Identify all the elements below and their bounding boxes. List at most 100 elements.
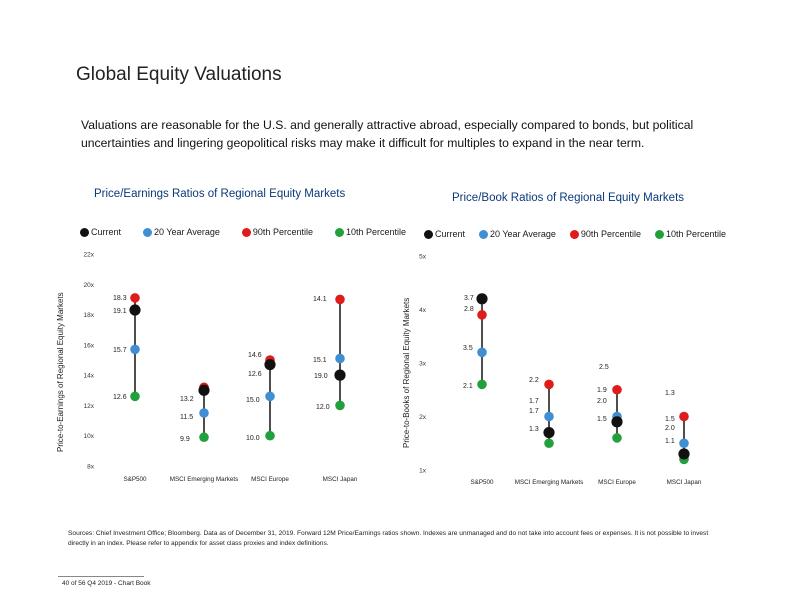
pb-point-p10 (544, 438, 554, 449)
pb-data-label: 1.3 (665, 390, 675, 397)
legend-dot-icon (241, 227, 251, 237)
pe-data-label: 9.9 (180, 436, 190, 443)
legend-dot-icon (569, 229, 579, 239)
pe-legend-p90: 90th Percentile (241, 227, 313, 237)
pe-data-label: 18.3 (113, 295, 127, 302)
pe-ytick-label: 8x (87, 464, 95, 471)
pe-data-label: 19.0 (314, 373, 328, 380)
pe-chart: 8x 10x 12x 14x 16x 18x 20x 22x S&P500 MSCI Emergi… (84, 252, 358, 484)
pb-category-label: MSCI Emerging Markets (515, 479, 584, 486)
pe-legend: Current 20 Year Average 90th Percentile … (80, 227, 428, 237)
pb-point-p90 (679, 411, 689, 422)
pb-data-label: 1.9 (597, 387, 607, 394)
pb-data-label: 3.7 (464, 295, 474, 302)
pb-data-label: 2.8 (464, 306, 474, 313)
legend-dot-icon (654, 229, 664, 239)
pe-category-label: MSCI Japan (323, 476, 358, 483)
pe-category-label: S&P500 (123, 476, 147, 483)
pb-data-label: 1.5 (597, 416, 607, 423)
pb-point-p90 (612, 384, 622, 395)
pe-ytick-label: 18x (84, 312, 95, 319)
pe-data-label: 10.0 (246, 435, 260, 442)
pe-point-current (334, 369, 346, 381)
pb-point-p90 (544, 379, 554, 390)
page-footer: 40 of 56 Q4 2019 - Chart Book (62, 580, 151, 587)
pb-legend-p10: 10th Percentile (654, 229, 727, 239)
pb-point-avg20 (477, 347, 487, 358)
pb-point-current (476, 293, 488, 305)
pb-point-p90 (477, 310, 487, 320)
pe-legend-current: Current (80, 227, 121, 237)
pe-ytick-label: 14x (84, 373, 95, 380)
legend-dot-icon (334, 227, 344, 237)
pe-data-label: 11.5 (180, 414, 193, 421)
sources-note: Sources: Chief Investment Office; Bloomb… (68, 530, 709, 547)
pb-chart: 1x 2x 3x 4x 5x S&P500 MSCI Emerging Markets MSC… (419, 254, 702, 487)
pe-data-label: 12.0 (316, 404, 330, 411)
pb-legend-avg: 20 Year Average (479, 229, 556, 239)
legend-dot-icon (143, 227, 153, 237)
pb-data-label: 2.1 (463, 383, 473, 390)
page-title: Global Equity Valuations (76, 64, 282, 85)
page-subtitle: Valuations are reasonable for the U.S. a… (81, 118, 694, 150)
pe-ytick-label: 12x (84, 403, 95, 410)
pb-data-label: 3.5 (463, 345, 473, 352)
legend-label: 90th Percentile (252, 227, 313, 237)
pe-data-label: 14.1 (313, 296, 327, 303)
pb-data-label: 1.3 (529, 426, 539, 433)
pb-data-label: 1.1 (665, 438, 675, 445)
legend-dot-icon (479, 229, 489, 239)
pb-point-current (611, 416, 623, 428)
pb-chart-title: Price/Book Ratios of Regional Equity Mar… (452, 192, 685, 204)
legend-label: Current (435, 229, 466, 239)
pe-data-label: 14.6 (248, 352, 262, 359)
pe-point-avg20 (335, 353, 345, 364)
pe-point-p10 (265, 430, 275, 441)
pe-point-avg20 (265, 391, 275, 402)
pb-ytick-label: 2x (419, 414, 427, 421)
footer-divider (58, 576, 144, 577)
legend-dot-icon (424, 229, 433, 239)
pe-data-label: 19.1 (113, 308, 127, 315)
legend-label: 90th Percentile (580, 229, 641, 239)
pe-point-avg20 (199, 408, 209, 418)
pe-data-label: 12.6 (113, 394, 127, 401)
pb-point-current (543, 426, 555, 439)
pe-ytick-label: 20x (84, 282, 95, 289)
pb-data-label: 1.7 (529, 408, 539, 415)
pe-point-current (129, 304, 141, 316)
legend-label: 20 Year Average (490, 229, 556, 239)
legend-dot-icon (80, 227, 89, 237)
pe-point-p10 (199, 432, 209, 443)
pb-data-label: 2.0 (597, 398, 607, 405)
legend-label: 10th Percentile (665, 229, 727, 239)
pe-data-label: 13.2 (180, 396, 194, 403)
pe-point-p90 (130, 293, 140, 303)
pe-point-p90 (335, 294, 345, 305)
pb-ytick-label: 1x (419, 468, 427, 475)
pb-ytick-label: 4x (419, 307, 427, 314)
pe-legend-avg: 20 Year Average (143, 227, 220, 237)
pe-ytick-label: 22x (84, 252, 95, 259)
pb-data-label: 2.0 (665, 425, 675, 432)
pb-point-avg20 (544, 411, 554, 422)
pe-legend-p10: 10th Percentile (334, 227, 407, 237)
pb-legend-current: Current (424, 229, 465, 239)
pb-data-label: 2.5 (599, 364, 609, 371)
legend-label: 20 Year Average (154, 227, 220, 237)
pb-category-label: S&P500 (470, 479, 494, 486)
legend-label: 10th Percentile (345, 227, 407, 237)
pb-data-label: 2.2 (529, 377, 539, 384)
pb-legend-p90: 90th Percentile (569, 229, 641, 239)
pb-point-current (678, 448, 690, 460)
pb-data-label: 1.5 (665, 416, 675, 423)
legend-label: Current (91, 227, 122, 237)
pb-point-avg20 (679, 438, 689, 449)
pb-data-label: 1.7 (529, 398, 539, 405)
pe-point-current (198, 384, 210, 396)
pe-category-label: MSCI Emerging Markets (170, 476, 239, 483)
pe-point-avg20 (130, 344, 140, 355)
pe-data-label: 12.6 (248, 371, 262, 378)
pe-data-label: 15.7 (113, 347, 127, 354)
